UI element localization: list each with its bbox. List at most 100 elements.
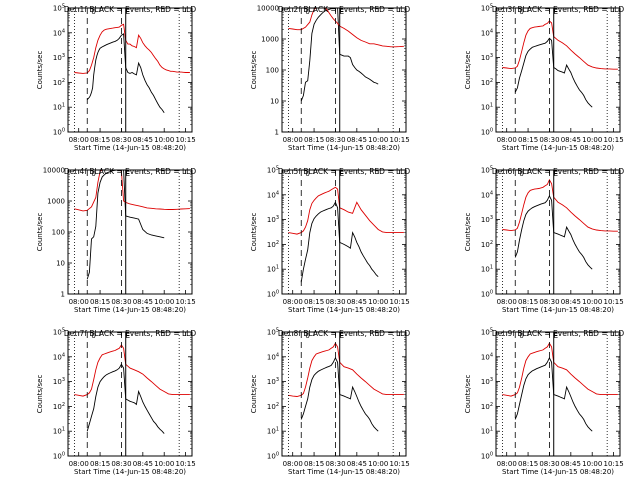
y-tick-label: 100 — [52, 229, 65, 237]
x-tick-label: 08:00 — [283, 460, 303, 468]
x-tick-label: 08:15 — [90, 298, 110, 306]
x-tick-label: 10:00 — [154, 460, 174, 468]
flag-label: E — [126, 170, 130, 178]
x-tick-label: 08:30 — [325, 460, 345, 468]
x-tick-label: 10:00 — [154, 136, 174, 144]
y-tick-label: 102 — [267, 240, 279, 249]
x-tick-label: 08:15 — [304, 460, 324, 468]
plot-frame — [67, 169, 193, 295]
y-tick-label: 102 — [481, 402, 493, 411]
x-tick-label: 10:00 — [368, 460, 388, 468]
panel-det-9: 0 E 100 101 102 103 104 105 08:00 08:15 08:30 08:45… — [464, 328, 624, 477]
x-tick-label: 10:00 — [582, 136, 602, 144]
y-tick-label: 1 — [275, 129, 279, 137]
x-tick-label: 08:30 — [539, 460, 559, 468]
y-tick-label: 101 — [267, 427, 279, 436]
y-axis-title: Counts/sec — [250, 375, 258, 414]
y-tick-label: 101 — [267, 265, 279, 274]
y-tick-label: 103 — [481, 377, 493, 386]
x-tick-label: 10:15 — [175, 298, 195, 306]
x-tick-label: 08:15 — [90, 460, 110, 468]
y-tick-label: 1 — [61, 291, 65, 299]
x-tick-label: 08:30 — [111, 136, 131, 144]
y-axis-title: Counts/sec — [250, 213, 258, 252]
panel-title: Det 7f BLACK = Events, RED = LLD — [64, 329, 197, 338]
lld-line — [502, 178, 618, 232]
y-tick-label: 100 — [267, 452, 279, 461]
y-tick-label: 103 — [53, 377, 65, 386]
y-tick-label: 101 — [53, 427, 65, 436]
top-marker-label: 0 — [91, 8, 95, 16]
x-tick-label: 08:00 — [69, 136, 89, 144]
x-tick-label: 08:30 — [325, 136, 345, 144]
flag-label: E — [340, 170, 344, 178]
panel-det-6: 0 E 100 101 102 103 104 105 08:00 08:15 08:30 08:45… — [464, 166, 624, 315]
x-tick-label: 08:45 — [561, 460, 581, 468]
y-tick-label: 10000 — [257, 5, 279, 13]
x-tick-label: 08:45 — [133, 460, 153, 468]
top-marker-label: 0 — [305, 8, 309, 16]
x-tick-label: 10:00 — [582, 460, 602, 468]
x-tick-label: 08:00 — [497, 298, 517, 306]
panel-title: Det 9f BLACK = Events, RED = LLD — [492, 329, 625, 338]
x-tick-label: 08:15 — [304, 298, 324, 306]
x-tick-label: 08:45 — [347, 460, 367, 468]
y-tick-label: 104 — [267, 190, 279, 199]
flag-label: E — [554, 170, 558, 178]
panel-det-7: 0 E 100 101 102 103 104 105 08:00 08:15 08:30 08:45… — [36, 328, 196, 477]
panel-title: Det 4f BLACK = Events, RED = LLD — [64, 167, 197, 176]
x-axis-title: Start Time (14-Jun-15 08:48:20) — [74, 468, 186, 476]
y-tick-label: 100 — [481, 452, 493, 461]
x-tick-label: 10:00 — [368, 298, 388, 306]
y-tick-label: 1000 — [47, 198, 65, 206]
x-tick-label: 08:45 — [133, 136, 153, 144]
lld-line — [74, 344, 190, 397]
lld-line — [288, 186, 404, 235]
plot-frame — [495, 169, 621, 295]
lld-line — [74, 23, 190, 74]
x-tick-label: 08:00 — [497, 136, 517, 144]
y-tick-label: 101 — [481, 103, 493, 112]
x-tick-label: 08:15 — [518, 460, 538, 468]
y-tick-label: 100 — [53, 452, 65, 461]
y-tick-label: 105 — [53, 328, 65, 337]
y-tick-label: 102 — [53, 78, 65, 87]
x-tick-label: 08:15 — [90, 136, 110, 144]
x-tick-label: 08:00 — [283, 298, 303, 306]
plot-frame — [495, 331, 621, 457]
panel-title: Det 3f BLACK = Events, RED = LLD — [492, 5, 625, 14]
x-tick-label: 08:45 — [347, 298, 367, 306]
y-tick-label: 101 — [481, 265, 493, 274]
x-tick-label: 10:15 — [603, 460, 623, 468]
y-tick-label: 104 — [481, 28, 493, 37]
x-tick-label: 10:00 — [368, 136, 388, 144]
plot-frame — [281, 169, 407, 295]
x-tick-label: 10:15 — [603, 136, 623, 144]
x-tick-label: 10:00 — [582, 298, 602, 306]
x-tick-label: 08:00 — [283, 136, 303, 144]
y-tick-label: 105 — [481, 166, 493, 175]
top-marker-label: 0 — [305, 170, 309, 178]
x-tick-label: 08:30 — [325, 298, 345, 306]
x-tick-label: 10:15 — [389, 136, 409, 144]
panel-title: Det 8f BLACK = Events, RED = LLD — [278, 329, 411, 338]
plot-frame — [495, 7, 621, 133]
y-tick-label: 100 — [267, 290, 279, 299]
flag-label: E — [554, 332, 558, 340]
y-tick-label: 10000 — [43, 167, 65, 175]
y-tick-label: 103 — [481, 215, 493, 224]
top-marker-label: 0 — [519, 8, 523, 16]
flag-label: E — [126, 8, 130, 16]
y-tick-label: 103 — [267, 377, 279, 386]
x-tick-label: 08:45 — [347, 136, 367, 144]
y-tick-label: 105 — [53, 4, 65, 13]
x-tick-label: 08:30 — [539, 136, 559, 144]
y-tick-label: 1000 — [261, 36, 279, 44]
flag-label: E — [554, 8, 558, 16]
lld-line — [502, 20, 618, 70]
x-tick-label: 08:00 — [497, 460, 517, 468]
top-marker-label: 0 — [305, 332, 309, 340]
y-tick-label: 102 — [481, 240, 493, 249]
